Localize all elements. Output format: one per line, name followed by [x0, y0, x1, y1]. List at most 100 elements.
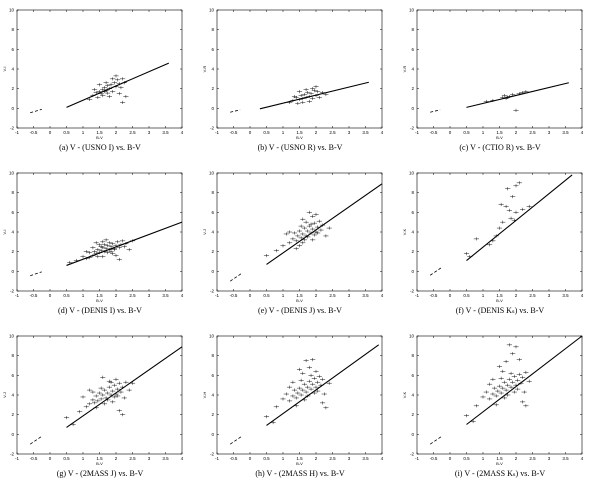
data-point	[515, 387, 521, 391]
data-point	[513, 383, 519, 387]
panel-caption: (a) V - (USNO I) vs. B-V	[59, 143, 141, 152]
data-point	[116, 82, 122, 86]
data-point	[298, 393, 304, 397]
data-point	[87, 388, 93, 392]
data-point	[293, 247, 299, 251]
scatter-panel: -1 -0.5 0 0.5 1 1.5 2 2.5 3 3.5 4 -2 0 2 4 6 8 10 B-V V-I (d…	[0, 163, 200, 326]
data-point	[518, 381, 524, 385]
data-point	[510, 195, 516, 199]
x-tick-label: 2	[315, 456, 318, 461]
x-tick-label: -0.5	[430, 130, 438, 135]
x-tick-label: 1	[482, 130, 485, 135]
data-point	[120, 239, 126, 243]
data-point	[326, 226, 332, 230]
data-point	[123, 94, 129, 99]
data-point	[83, 405, 89, 409]
data-point	[296, 244, 303, 248]
data-point	[511, 374, 517, 378]
x-tick-label: 2	[115, 456, 118, 461]
data-point	[103, 247, 109, 251]
data-point	[305, 385, 311, 389]
y-tick-label: 6	[11, 373, 14, 378]
data-point	[511, 390, 517, 394]
data-point	[120, 77, 126, 81]
data-point	[501, 396, 508, 400]
data-point	[311, 391, 317, 395]
data-point	[526, 379, 532, 383]
x-tick-label: 3.5	[562, 130, 569, 135]
data-point	[110, 242, 116, 246]
x-tick-label: 0.5	[63, 130, 70, 135]
y-tick-label: 4	[11, 230, 14, 235]
data-point	[87, 97, 93, 102]
data-point	[118, 86, 124, 90]
data-point	[523, 90, 529, 94]
y-tick-label: 0	[11, 269, 14, 274]
x-axis-title: B-V	[296, 461, 303, 466]
y-tick-label: 0	[211, 269, 214, 274]
x-tick-label: 1	[282, 456, 285, 461]
data-point	[505, 187, 511, 191]
x-tick-label: 2.5	[329, 130, 336, 135]
x-tick-label: 2	[315, 293, 318, 298]
data-point	[108, 83, 114, 87]
data-point	[106, 248, 112, 252]
data-point	[126, 388, 132, 392]
plot-frame	[416, 172, 583, 292]
fit-line-extension	[429, 267, 442, 276]
data-point	[316, 219, 322, 223]
data-point	[473, 237, 479, 241]
data-point	[105, 244, 111, 248]
data-point	[113, 392, 119, 396]
fit-line-extension	[229, 435, 242, 445]
data-point	[115, 78, 121, 82]
plot-frame	[16, 335, 183, 455]
data-point	[513, 210, 519, 214]
y-tick-label: 8	[211, 190, 214, 195]
data-point	[501, 93, 508, 98]
data-point	[306, 210, 312, 214]
data-point	[126, 248, 132, 252]
data-point	[498, 202, 504, 207]
x-tick-label: 1	[482, 456, 485, 461]
x-tick-label: -0.5	[230, 130, 238, 135]
y-tick-label: 0	[11, 106, 14, 111]
data-point	[90, 390, 96, 394]
data-point	[106, 94, 112, 99]
data-point	[490, 377, 496, 381]
x-tick-label: 3	[148, 130, 151, 135]
x-tick-label: -1	[215, 293, 219, 298]
data-point	[310, 96, 316, 101]
y-tick-label: 10	[409, 334, 415, 339]
data-point	[106, 241, 112, 245]
x-tick-label: -0.5	[230, 456, 238, 461]
data-point	[515, 378, 521, 382]
y-tick-label: 2	[411, 86, 414, 91]
data-point	[315, 380, 321, 384]
data-point	[490, 239, 496, 243]
y-tick-label: 4	[11, 67, 14, 72]
data-point	[121, 81, 127, 85]
data-point	[318, 383, 324, 387]
data-point	[303, 220, 309, 224]
data-point	[110, 400, 116, 404]
data-point	[290, 98, 296, 103]
y-tick-label: -2	[10, 126, 14, 131]
y-tick-label: 6	[211, 47, 214, 52]
data-point	[116, 257, 122, 262]
data-point	[487, 397, 493, 401]
plot-svg: -1 -0.5 0 0.5 1 1.5 2 2.5 3 3.5 4 -2 0 2 4 6 8 10 B-V V-I	[2, 171, 184, 304]
x-tick-label: 2.5	[529, 293, 536, 298]
data-point	[70, 422, 76, 427]
x-tick-label: 4	[581, 456, 584, 461]
fit-line-extension	[30, 271, 42, 277]
data-point	[505, 383, 511, 387]
data-point	[93, 406, 99, 410]
data-point	[318, 228, 324, 232]
data-point	[101, 86, 108, 90]
x-tick-label: 2	[515, 130, 518, 135]
data-point	[296, 90, 303, 94]
data-point	[116, 246, 122, 250]
data-point	[90, 93, 96, 98]
x-axis-title: B-V	[496, 298, 503, 303]
